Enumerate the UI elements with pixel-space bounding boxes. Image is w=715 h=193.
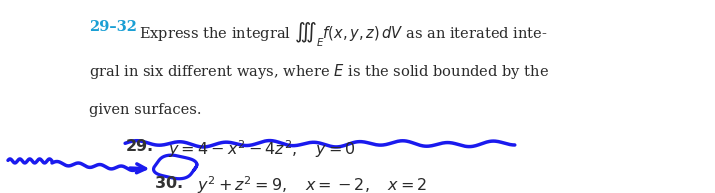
Text: $y = 4 - x^2 - 4z^2, \quad y = 0$: $y = 4 - x^2 - 4z^2, \quad y = 0$ — [168, 138, 355, 160]
Text: Express the integral $\iiint_E f(x, y, z)\, dV$ as an iterated inte-: Express the integral $\iiint_E f(x, y, z… — [139, 20, 548, 49]
Text: $\mathbf{30.}$: $\mathbf{30.}$ — [154, 175, 182, 192]
Text: $\mathbf{29.}$: $\mathbf{29.}$ — [125, 138, 154, 155]
Text: $y^2 + z^2 = 9, \quad x = -2, \quad x = 2$: $y^2 + z^2 = 9, \quad x = -2, \quad x = … — [197, 175, 427, 193]
Text: given surfaces.: given surfaces. — [89, 103, 202, 117]
Text: 29–32: 29–32 — [89, 20, 137, 34]
Text: gral in six different ways, where $E$ is the solid bounded by the: gral in six different ways, where $E$ is… — [89, 62, 549, 81]
